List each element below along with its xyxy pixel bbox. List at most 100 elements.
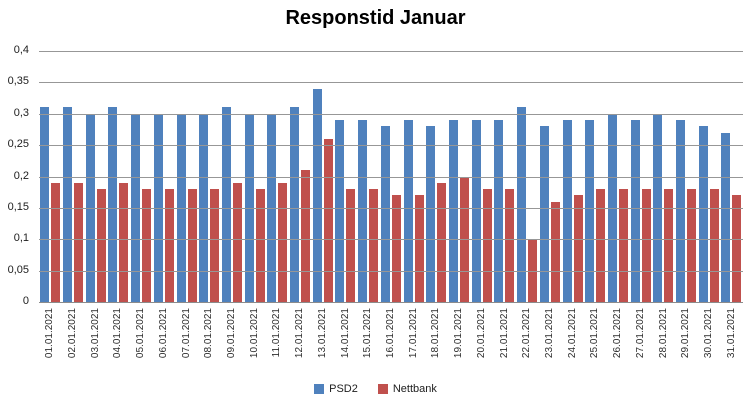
- gridline: [39, 270, 743, 272]
- psd2-bar: [380, 126, 390, 302]
- psd2-bar: [335, 120, 345, 302]
- day-group: [470, 51, 493, 302]
- x-axis: 01.01.2021 02.01.2021 03.01.2021 04.01.2021…: [39, 306, 743, 378]
- psd2-bar: [358, 120, 368, 302]
- day-group: [289, 51, 312, 302]
- psd2-bar: [471, 120, 481, 302]
- x-axis-label: 27.01.2021: [634, 308, 646, 359]
- day-group: [675, 51, 698, 302]
- y-axis-label: 0,15: [7, 200, 29, 213]
- psd2-bar: [539, 126, 549, 302]
- x-axis-label: 01.01.2021: [44, 308, 56, 359]
- psd2-bar: [426, 126, 436, 302]
- nettbank-bar: [346, 189, 356, 302]
- day-group: [493, 51, 516, 302]
- x-axis-label: 28.01.2021: [657, 308, 669, 359]
- nettbank-bar: [96, 189, 106, 302]
- legend-item-psd2: PSD2: [314, 383, 358, 395]
- psd2-bar: [562, 120, 572, 302]
- y-axis-label: 0,25: [7, 138, 29, 151]
- x-axis-label: 08.01.2021: [203, 308, 215, 359]
- x-axis-label: 09.01.2021: [226, 308, 238, 359]
- nettbank-bar: [301, 170, 311, 302]
- x-axis-label: 07.01.2021: [180, 308, 192, 359]
- nettbank-bar: [550, 201, 560, 302]
- day-group: [720, 51, 743, 302]
- psd2-bar: [40, 107, 50, 302]
- nettbank-bar: [618, 189, 628, 302]
- x-axis-label: 10.01.2021: [248, 308, 260, 359]
- nettbank-bar: [596, 189, 606, 302]
- x-axis-label: 12.01.2021: [294, 308, 306, 359]
- x-axis-label: 30.01.2021: [702, 308, 714, 359]
- day-group: [538, 51, 561, 302]
- day-group: [62, 51, 85, 302]
- nettbank-bar: [142, 189, 152, 302]
- day-group: [561, 51, 584, 302]
- gridline: [39, 176, 743, 178]
- gridline: [39, 145, 743, 147]
- x-axis-label: 25.01.2021: [589, 308, 601, 359]
- gridline: [39, 239, 743, 241]
- nettbank-bar: [164, 189, 174, 302]
- psd2-bar: [698, 126, 708, 302]
- nettbank-bar: [391, 195, 401, 302]
- psd2-bar: [585, 120, 595, 302]
- psd2-bar: [449, 120, 458, 302]
- y-axis-label: 0,1: [13, 232, 29, 245]
- day-group: [425, 51, 448, 302]
- x-axis-label: 22.01.2021: [521, 308, 533, 359]
- gridline: [39, 51, 743, 52]
- x-axis-label: 18.01.2021: [430, 308, 442, 359]
- nettbank-bar: [437, 182, 447, 302]
- nettbank-bar: [664, 189, 674, 302]
- psd2-bar: [721, 132, 731, 302]
- nettbank-bar: [687, 189, 697, 302]
- plot-area: [39, 51, 743, 303]
- day-group: [380, 51, 403, 302]
- x-axis-label: 26.01.2021: [612, 308, 624, 359]
- y-axis: 0 0,05 0,1 0,15 0,2 0,25 0,3 0,35 0,4: [0, 44, 33, 307]
- chart-title: Responstid Januar: [285, 7, 466, 29]
- psd2-bar: [312, 88, 322, 302]
- y-axis-label: 0: [22, 295, 29, 307]
- day-group: [334, 51, 357, 302]
- gridline: [39, 207, 743, 209]
- y-axis-label: 0,35: [7, 75, 29, 88]
- gridline: [39, 113, 743, 115]
- x-axis-label: 13.01.2021: [316, 308, 328, 359]
- x-axis-label: 23.01.2021: [543, 308, 555, 359]
- psd2-legend-label: PSD2: [329, 383, 358, 395]
- psd2-bar: [494, 120, 504, 302]
- nettbank-bar: [74, 182, 84, 302]
- nettbank-bar: [255, 189, 265, 302]
- nettbank-bar: [482, 189, 492, 302]
- psd2-bar: [630, 120, 640, 302]
- x-axis-label: 03.01.2021: [89, 308, 101, 359]
- x-axis-label: 11.01.2021: [271, 308, 283, 358]
- nettbank-bar: [641, 189, 651, 302]
- x-axis-label: 16.01.2021: [385, 308, 396, 359]
- x-axis-label: 05.01.2021: [135, 308, 147, 359]
- nettbank-bar: [709, 189, 719, 302]
- y-axis-label: 0,3: [13, 106, 29, 119]
- y-axis-label: 0,2: [13, 169, 29, 182]
- nettbank-bar: [119, 182, 129, 302]
- nettbank-bar: [573, 195, 583, 302]
- psd2-bar: [221, 107, 231, 302]
- gridline: [39, 82, 743, 84]
- nettbank-bar: [232, 182, 242, 302]
- day-group: [357, 51, 380, 302]
- x-axis-label: 02.01.2021: [67, 308, 79, 359]
- y-axis-label: 0,4: [13, 44, 29, 56]
- x-axis-label: 19.01.2021: [453, 308, 465, 359]
- day-group: [221, 51, 244, 302]
- x-axis-label: 04.01.2021: [112, 308, 124, 359]
- nettbank-bar: [323, 138, 333, 302]
- day-group: [629, 51, 652, 302]
- x-axis-label: 06.01.2021: [157, 308, 169, 359]
- nettbank-legend-label: Nettbank: [392, 383, 437, 395]
- x-axis-label: 20.01.2021: [475, 308, 487, 359]
- psd2-bar: [290, 107, 300, 302]
